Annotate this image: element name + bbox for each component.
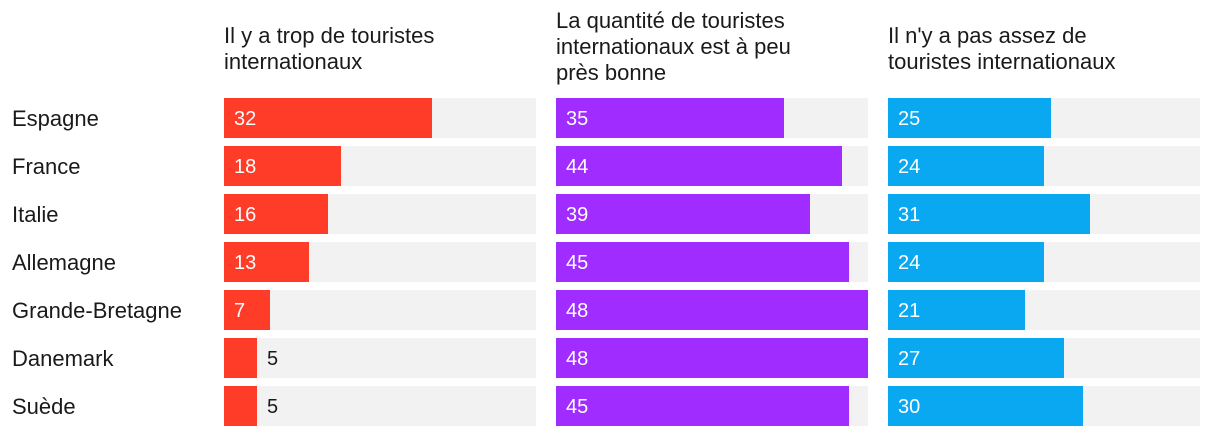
- data-label-2-4: 45: [566, 252, 588, 274]
- data-label-2-1: 35: [566, 108, 588, 130]
- bar-3-7: [888, 386, 1083, 426]
- row-label-france: France: [12, 154, 80, 179]
- data-label-1-4: 13: [234, 252, 256, 274]
- data-label-1-2: 18: [234, 156, 256, 178]
- data-label-1-5: 7: [234, 300, 245, 322]
- bar-track-1-7: [224, 386, 536, 426]
- data-label-3-1: 25: [898, 108, 920, 130]
- bar-1-6: [224, 338, 257, 378]
- data-label-2-2: 44: [566, 156, 588, 178]
- panel-title-3-line-2: touristes internationaux: [888, 49, 1115, 74]
- data-label-3-6: 27: [898, 348, 920, 370]
- bar-3-4: [888, 242, 1044, 282]
- bar-track-1-6: [224, 338, 536, 378]
- bar-2-1: [556, 98, 784, 138]
- bar-3-3: [888, 194, 1090, 234]
- data-label-2-6: 48: [566, 348, 588, 370]
- panel-title-2-line-1: La quantité de touristes: [556, 8, 785, 33]
- bar-3-2: [888, 146, 1044, 186]
- data-label-1-1: 32: [234, 108, 256, 130]
- panel-title-1-line-2: internationaux: [224, 49, 362, 74]
- data-label-2-5: 48: [566, 300, 588, 322]
- row-label-su-de: Suède: [12, 394, 76, 419]
- bar-2-3: [556, 194, 810, 234]
- bar-2-6: [556, 338, 868, 378]
- row-label-grande-bretagne: Grande-Bretagne: [12, 298, 182, 323]
- panel-title-1-line-1: Il y a trop de touristes: [224, 23, 434, 48]
- row-label-danemark: Danemark: [12, 346, 114, 371]
- data-label-1-7: 5: [267, 396, 278, 418]
- row-label-allemagne: Allemagne: [12, 250, 116, 275]
- row-label-espagne: Espagne: [12, 106, 99, 131]
- data-label-3-3: 31: [898, 204, 920, 226]
- data-label-2-3: 39: [566, 204, 588, 226]
- panel-title-3-line-1: Il n'y a pas assez de: [888, 23, 1087, 48]
- bar-1-7: [224, 386, 257, 426]
- bar-3-1: [888, 98, 1051, 138]
- bar-1-4: [224, 242, 309, 282]
- data-label-1-3: 16: [234, 204, 256, 226]
- bar-1-1: [224, 98, 432, 138]
- data-label-3-4: 24: [898, 252, 920, 274]
- bar-2-2: [556, 146, 842, 186]
- bar-3-5: [888, 290, 1025, 330]
- data-label-2-7: 45: [566, 396, 588, 418]
- bar-track-1-5: [224, 290, 536, 330]
- bar-3-6: [888, 338, 1064, 378]
- bar-2-7: [556, 386, 849, 426]
- data-label-3-5: 21: [898, 300, 920, 322]
- data-label-3-2: 24: [898, 156, 920, 178]
- panel-title-2-line-2: internationaux est à peu: [556, 34, 791, 59]
- bar-2-4: [556, 242, 849, 282]
- bar-1-5: [224, 290, 270, 330]
- bar-1-2: [224, 146, 341, 186]
- data-label-3-7: 30: [898, 396, 920, 418]
- bar-1-3: [224, 194, 328, 234]
- bar-2-5: [556, 290, 868, 330]
- panel-title-2-line-3: près bonne: [556, 60, 666, 85]
- data-label-1-6: 5: [267, 348, 278, 370]
- row-label-italie: Italie: [12, 202, 58, 227]
